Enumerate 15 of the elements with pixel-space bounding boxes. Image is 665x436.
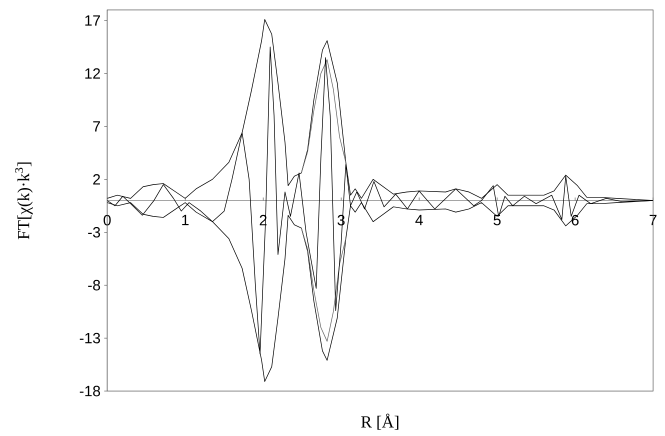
y-tick-label: -13 [80, 332, 100, 344]
x-axis-title: R [Å] [361, 414, 398, 430]
y-tick-label: 2 [93, 174, 100, 185]
y-tick-label: 17 [85, 16, 100, 26]
y-tick-label: -8 [88, 280, 100, 291]
y-tick-label: 12 [85, 68, 100, 79]
x-tick-label: 5 [494, 215, 501, 226]
y-tick-label: -3 [88, 227, 100, 238]
y-axis-title: FT[χ(k)·k$^{3}$] [15, 162, 33, 240]
y-tick-label: 7 [93, 121, 100, 132]
x-tick-label: 7 [650, 215, 656, 226]
x-tick-label: 1 [182, 215, 189, 226]
x-tick-label: 6 [572, 215, 579, 226]
y-tick-label: -18 [80, 386, 100, 396]
x-tick-label: 4 [415, 215, 423, 226]
